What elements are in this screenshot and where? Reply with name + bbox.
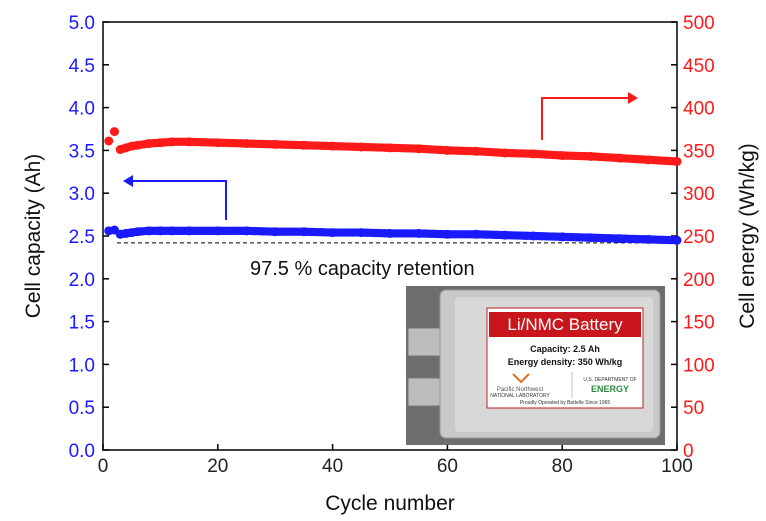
data-point [213,226,223,236]
data-point [213,138,223,148]
data-point [167,137,177,147]
left-axis-arrow [123,175,227,220]
data-point [557,232,567,242]
data-point [242,226,251,236]
left-tick-label: 5.0 [69,13,95,34]
right-tick-label: 150 [683,313,715,334]
data-point [104,136,114,146]
left-tick-label: 4.0 [69,99,95,120]
data-point [385,143,395,153]
left-tick-label: 2.0 [69,270,95,291]
data-point [132,140,142,150]
battery-photo-inset: Li/NMC Battery Capacity: 2.5 Ah Energy d… [406,286,665,445]
x-tick-label: 100 [661,456,693,477]
data-point [270,139,280,149]
data-point [615,153,625,163]
right-tick-label: 250 [683,227,715,248]
battery-label-partner-name: ENERGY [591,384,629,394]
retention-annotation: 97.5 % capacity retention [250,258,475,280]
right-axis-arrow [541,92,638,140]
capacity-series [104,225,682,245]
data-point [155,138,165,148]
x-tick-label: 0 [98,456,109,477]
right-axis-ticks: 0 50 100 150 200 250 300 350 400 450 500 [671,13,715,462]
data-point [500,230,510,240]
data-point [471,229,481,239]
pnnl-logo-mark [512,373,530,384]
data-point [442,145,452,155]
data-point [184,137,194,147]
left-tick-label: 4.5 [69,56,95,77]
left-tick-label: 3.5 [69,141,95,162]
left-tick-label: 0.0 [69,441,95,462]
data-point [529,149,538,159]
data-point [672,157,682,167]
left-axis-title: Cell capacity (Ah) [22,154,45,319]
data-point [109,127,119,137]
data-point [586,233,596,243]
x-tick-label: 40 [322,456,343,477]
data-point [167,226,177,236]
data-point [586,151,596,161]
data-point [529,231,538,241]
left-tick-label: 2.5 [69,227,95,248]
data-point [414,228,424,238]
battery-label-partner: U.S. DEPARTMENT OF [583,377,636,383]
battery-label-footer: Proudly Operated by Battelle Since 1965 [520,400,611,406]
data-point [328,141,338,151]
data-point [132,227,142,237]
left-tick-label: 1.5 [69,313,95,334]
left-tick-label: 3.0 [69,184,95,205]
data-point [144,139,154,149]
right-tick-label: 450 [683,56,715,77]
data-point [471,146,481,156]
left-axis-ticks: 0.0 0.5 1.0 1.5 2.0 2.5 3.0 3.5 4.0 4.5 5.0 [69,13,109,462]
right-tick-label: 200 [683,270,715,291]
data-point [500,148,510,158]
right-tick-label: 400 [683,99,715,120]
x-axis-ticks: 0 20 40 60 80 100 [98,444,693,477]
data-point [299,227,309,237]
data-point [184,226,194,236]
data-point [155,226,165,236]
battery-label-brand-sub: NATIONAL LABORATORY [490,393,550,399]
left-tick-label: 1.0 [69,355,95,376]
battery-label-brand: Pacific Northwest [497,387,544,393]
right-tick-label: 100 [683,355,715,376]
data-point [356,228,366,238]
right-tick-label: 300 [683,184,715,205]
data-point [270,227,280,237]
data-point [328,228,338,238]
energy-series [104,127,682,167]
right-axis-title: Cell energy (Wh/kg) [736,143,759,329]
data-point [414,144,424,154]
data-point [299,140,309,150]
x-tick-label: 60 [437,456,458,477]
x-tick-label: 20 [207,456,228,477]
right-tick-label: 50 [683,398,704,419]
data-point [144,226,154,236]
data-point [242,139,251,149]
data-point [557,151,567,161]
data-series [104,127,682,245]
battery-label-header [489,312,641,337]
data-point [643,155,653,165]
data-point [442,229,452,239]
right-tick-label: 0 [683,441,694,462]
battery-label-capacity: Capacity: 2.5 Ah [530,344,600,354]
data-point [385,228,395,238]
x-axis-title: Cycle number [325,492,455,515]
data-point [672,235,682,245]
left-tick-label: 0.5 [69,398,95,419]
data-point [615,234,625,244]
data-point [356,142,366,152]
x-tick-label: 80 [552,456,573,477]
right-tick-label: 350 [683,141,715,162]
data-point [643,234,653,244]
right-tick-label: 500 [683,13,715,34]
battery-label-title: Li/NMC Battery [507,315,623,334]
battery-label-energy-density: Energy density: 350 Wh/kg [508,357,623,367]
